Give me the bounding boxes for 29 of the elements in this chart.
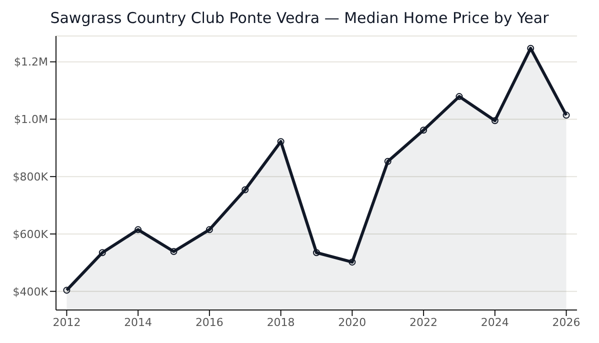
point: [527, 44, 534, 52]
chart-title: Sawgrass Country Club Ponte Vedra — Median Home Price by Year: [49, 8, 550, 29]
y-tick-label: $1.0M: [14, 113, 48, 126]
point: [63, 286, 70, 294]
x-tick-label: 2020: [338, 316, 366, 329]
x-tick-label: 2012: [52, 316, 81, 329]
point: [170, 248, 178, 255]
point: [384, 158, 392, 165]
point: [562, 112, 570, 119]
y-tick-label: $400K: [12, 285, 49, 298]
x-tick-label: 2014: [124, 316, 152, 329]
point: [491, 117, 498, 124]
point: [313, 249, 320, 256]
point: [98, 249, 106, 256]
y-tick-label: $600K: [12, 228, 49, 241]
point: [206, 226, 213, 234]
x-tick-label: 2022: [410, 316, 438, 329]
point: [277, 138, 284, 146]
x-tick-label: 2026: [552, 316, 580, 329]
point: [348, 258, 356, 266]
point: [242, 186, 249, 194]
x-tick-label: 2018: [266, 316, 295, 329]
x-tick-label: 2024: [480, 316, 509, 329]
point: [420, 126, 428, 134]
y-tick-label: $1.2M: [14, 56, 48, 69]
x-tick-label: 2016: [195, 316, 224, 329]
y-tick-label: $800K: [12, 170, 49, 184]
point: [134, 226, 142, 234]
point: [456, 93, 463, 100]
